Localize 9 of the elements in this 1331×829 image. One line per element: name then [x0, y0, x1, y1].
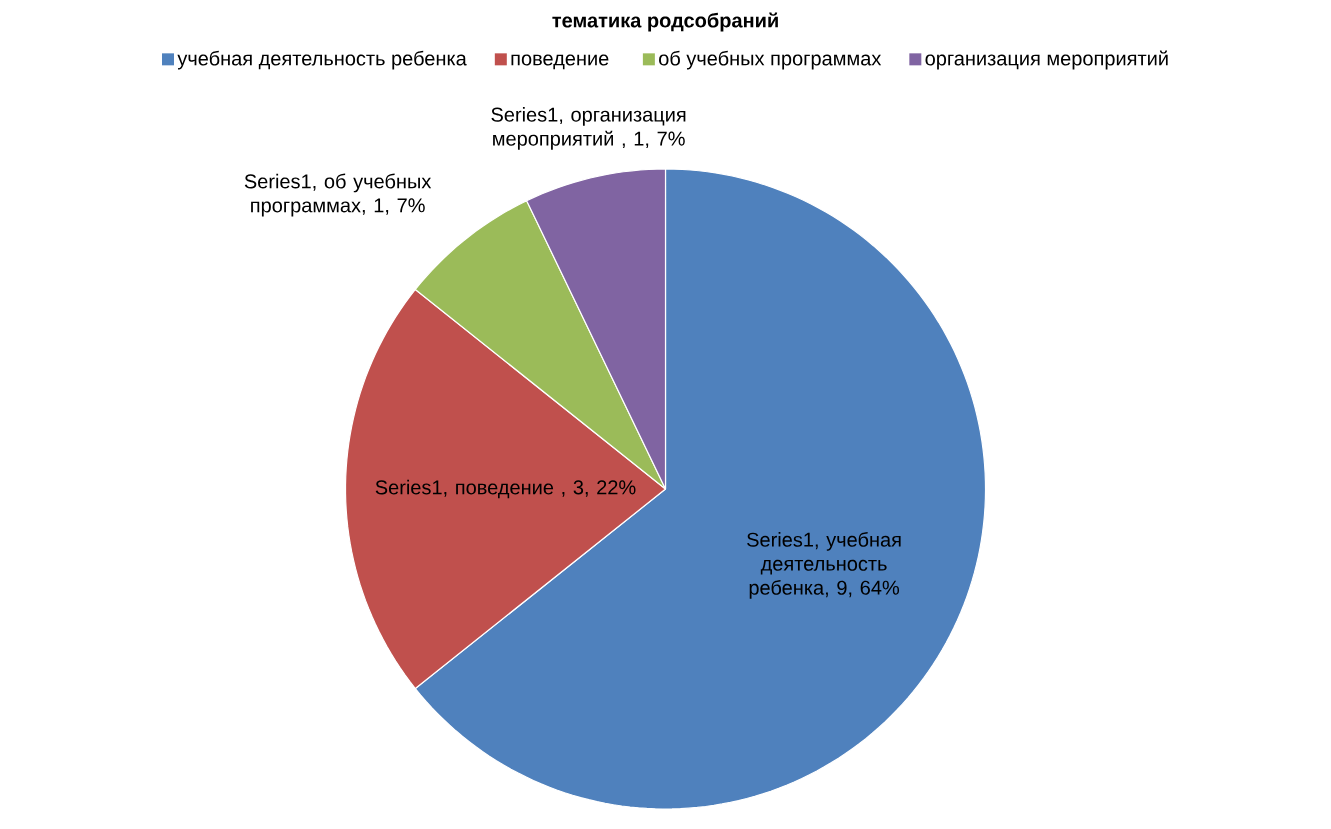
- legend-label: об учебных программах: [659, 50, 882, 70]
- data-label: Series1, учебная деятельность ребенка, 9, 64%: [747, 531, 901, 599]
- data-label: Series1, об учебных программах, 1, 7%: [244, 173, 432, 217]
- legend-label: поведение: [511, 54, 609, 70]
- data-label: Series1, организация мероприятий , 1, 7%: [491, 107, 686, 150]
- legend-label: организация мероприятий: [925, 50, 1168, 70]
- legend-label: учебная деятельность ребенка: [177, 50, 467, 70]
- chart-title: тематика родсобраний: [552, 12, 778, 32]
- data-label: Series1, поведение , 3, 22%: [375, 479, 636, 499]
